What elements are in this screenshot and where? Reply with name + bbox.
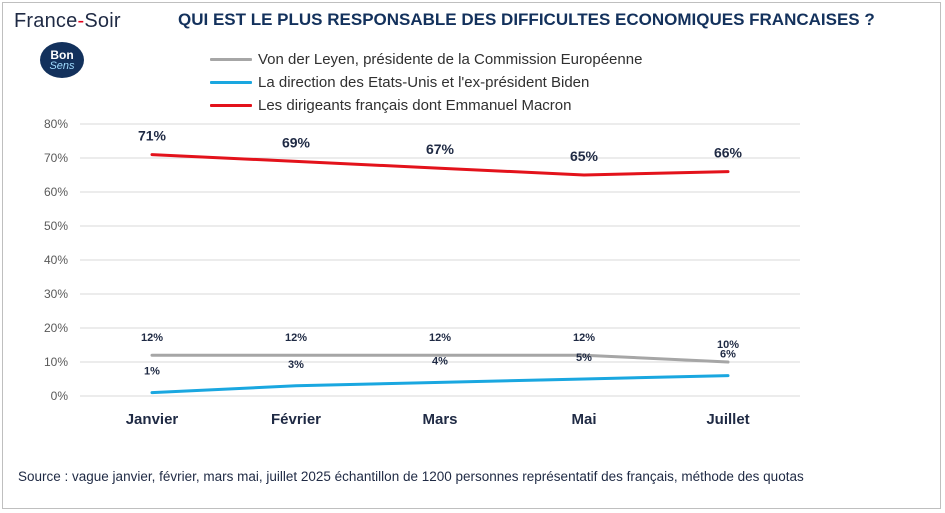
data-label: 12% <box>285 332 307 344</box>
source-note: Source : vague janvier, février, mars ma… <box>18 469 804 484</box>
brand-name-separator: - <box>77 10 85 32</box>
data-label: 1% <box>144 366 160 378</box>
data-label: 66% <box>714 145 743 161</box>
legend-item: Les dirigeants français dont Emmanuel Ma… <box>210 94 642 117</box>
badge-line1: Bon <box>50 47 74 62</box>
brand-logo: France-Soir <box>14 10 121 33</box>
legend-label: Les dirigeants français dont Emmanuel Ma… <box>258 97 572 114</box>
data-label: 5% <box>576 352 592 364</box>
brand-name-part2: Soir <box>84 10 121 32</box>
y-tick-label: 20% <box>44 321 68 335</box>
y-tick-label: 0% <box>51 389 69 403</box>
legend-item: Von der Leyen, présidente de la Commissi… <box>210 48 642 71</box>
series-line <box>150 153 730 177</box>
data-label: 12% <box>141 332 163 344</box>
y-tick-label: 30% <box>44 287 68 301</box>
legend-item: La direction des Etats-Unis et l'ex-prés… <box>210 71 642 94</box>
legend-label: Von der Leyen, présidente de la Commissi… <box>258 51 643 68</box>
series-line <box>150 374 730 395</box>
y-tick-label: 70% <box>44 151 68 165</box>
chart-legend: Von der Leyen, présidente de la Commissi… <box>210 48 642 117</box>
y-tick-label: 40% <box>44 253 68 267</box>
data-label: 10% <box>717 339 739 351</box>
data-label: 71% <box>138 128 167 144</box>
series-line <box>150 353 730 364</box>
legend-swatch <box>210 81 252 84</box>
data-label: 67% <box>426 141 455 157</box>
data-label: 3% <box>288 359 304 371</box>
bon-sens-badge: Bon Sens <box>40 42 84 78</box>
data-label: 4% <box>432 355 448 367</box>
badge-line2: Sens <box>49 59 75 72</box>
y-tick-label: 80% <box>44 117 68 131</box>
x-tick-label: Mars <box>422 411 457 428</box>
brand-name-part1: France <box>14 10 78 32</box>
chart-title: QUI EST LE PLUS RESPONSABLE DES DIFFICUL… <box>178 10 875 29</box>
y-tick-label: 10% <box>44 355 68 369</box>
legend-label: La direction des Etats-Unis et l'ex-prés… <box>258 74 590 91</box>
data-label: 12% <box>429 332 451 344</box>
x-tick-label: Juillet <box>706 411 749 428</box>
x-tick-label: Mai <box>571 411 596 428</box>
x-tick-label: Janvier <box>126 411 179 428</box>
legend-swatch <box>210 58 252 61</box>
legend-swatch <box>210 104 252 107</box>
y-tick-label: 60% <box>44 185 68 199</box>
data-label: 12% <box>573 332 595 344</box>
data-label: 65% <box>570 148 599 164</box>
data-label: 6% <box>720 349 736 361</box>
data-label: 69% <box>282 134 311 150</box>
x-tick-label: Février <box>271 411 321 428</box>
y-tick-label: 50% <box>44 219 68 233</box>
